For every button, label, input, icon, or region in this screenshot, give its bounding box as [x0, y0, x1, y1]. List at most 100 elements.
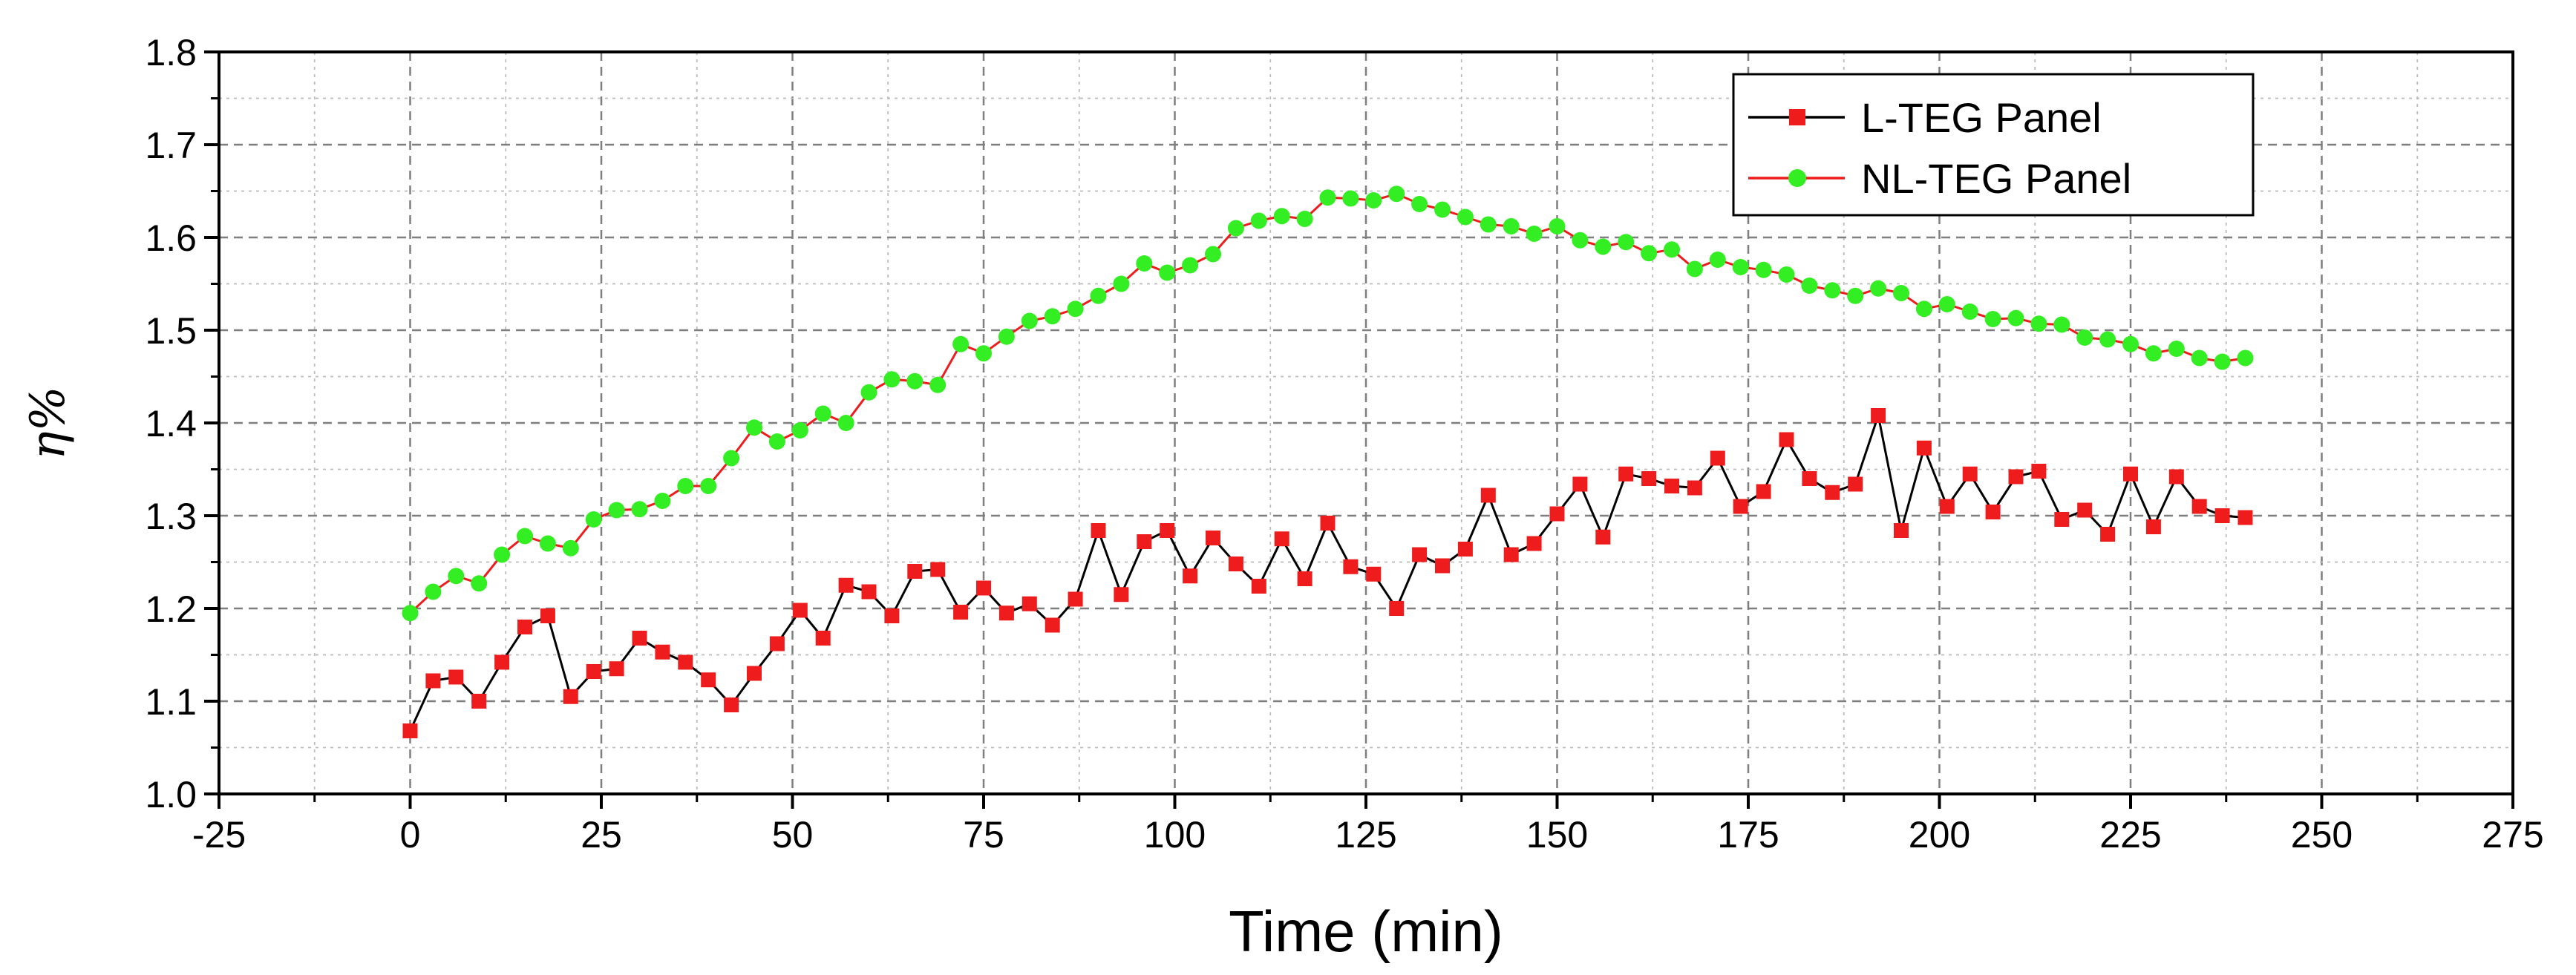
data-point-circle: [1457, 209, 1474, 226]
legend-label: L-TEG Panel: [1861, 94, 2102, 141]
data-point-square: [2077, 502, 2093, 518]
data-point-square: [2168, 469, 2184, 485]
legend-marker-square: [1789, 109, 1805, 125]
data-point-circle: [562, 539, 579, 557]
data-point-square: [907, 564, 923, 579]
y-tick-label: 1.0: [145, 774, 197, 815]
data-point-circle: [1938, 296, 1955, 312]
data-point-square: [402, 723, 418, 738]
data-point-square: [609, 661, 624, 677]
x-tick-label: 25: [581, 814, 622, 856]
data-point-circle: [1250, 212, 1267, 229]
data-point-circle: [1503, 218, 1520, 234]
x-tick-label: 0: [400, 814, 421, 856]
data-point-circle: [631, 501, 648, 518]
data-point-square: [1183, 568, 1198, 584]
data-point-square: [1228, 557, 1243, 571]
data-point-circle: [700, 478, 717, 494]
data-point-circle: [1067, 301, 1084, 318]
series-1: [402, 408, 2253, 738]
data-point-square: [1206, 531, 1220, 545]
data-point-square: [2123, 466, 2138, 482]
data-point-square: [1664, 479, 1679, 493]
data-point-circle: [1686, 260, 1703, 278]
data-point-circle: [1709, 252, 1726, 268]
legend-box: [1732, 73, 2255, 217]
data-point-square: [1779, 432, 1794, 447]
data-point-circle: [2191, 349, 2208, 367]
data-point-square: [953, 605, 969, 620]
x-tick-label: 50: [772, 814, 814, 856]
axis-ticks: -25 0 25 50 75 100 125 150 175 200 225 250 275 1.0 1.1…: [145, 32, 2543, 856]
data-point-circle: [1227, 220, 1244, 237]
data-point-circle: [1847, 287, 1864, 304]
data-point-square: [1320, 516, 1336, 531]
data-point-square: [1389, 601, 1405, 616]
series-2: [402, 186, 2254, 622]
data-point-square: [1297, 571, 1312, 586]
y-tick-label: 1.6: [145, 217, 197, 259]
data-point-square: [1871, 408, 1886, 423]
x-tick-label: 275: [2482, 814, 2543, 856]
data-point-circle: [1296, 211, 1313, 227]
data-point-circle: [1434, 201, 1451, 218]
x-tick-label: 75: [963, 814, 1004, 856]
data-point-circle: [906, 372, 923, 390]
data-point-circle: [1136, 255, 1153, 272]
data-point-square: [1825, 485, 1840, 500]
data-point-square: [769, 636, 785, 651]
x-tick-label: 200: [1909, 814, 1970, 856]
data-point-circle: [585, 511, 602, 528]
y-tick-label: 1.8: [145, 32, 197, 73]
data-point-circle: [814, 405, 831, 422]
data-point-circle: [539, 535, 556, 552]
data-point-circle: [677, 478, 694, 494]
series-layer: [402, 186, 2254, 738]
data-point-circle: [1044, 308, 1061, 325]
legend-label: NL-TEG Panel: [1861, 155, 2131, 202]
data-point-square: [1641, 471, 1657, 486]
data-point-circle: [1480, 216, 1497, 233]
data-point-square: [1939, 499, 1955, 514]
data-point-square: [861, 584, 877, 600]
data-point-circle: [1113, 275, 1130, 292]
data-point-circle: [1021, 312, 1038, 329]
data-point-square: [1091, 523, 1106, 538]
data-point-circle: [1641, 245, 1658, 262]
data-point-circle: [517, 528, 533, 545]
data-point-square: [747, 666, 762, 681]
data-point-circle: [1549, 218, 1566, 234]
y-tick-label: 1.2: [145, 588, 197, 630]
data-point-square: [632, 631, 647, 646]
data-point-circle: [1365, 192, 1382, 209]
data-point-circle: [1090, 287, 1107, 304]
data-point-square: [1137, 534, 1152, 549]
data-point-square: [517, 620, 532, 634]
data-point-circle: [1801, 278, 1818, 294]
data-point-circle: [837, 415, 854, 431]
data-point-circle: [608, 502, 625, 519]
data-point-circle: [654, 493, 671, 509]
data-point-circle: [1182, 257, 1199, 274]
data-point-square: [884, 608, 900, 623]
data-point-square: [1412, 547, 1428, 562]
data-point-circle: [975, 345, 992, 362]
grid: [219, 52, 2513, 794]
data-point-square: [838, 577, 854, 593]
data-point-square: [1435, 558, 1450, 574]
y-tick-label: 1.1: [145, 681, 197, 723]
data-point-circle: [1893, 285, 1909, 301]
data-point-square: [2054, 512, 2070, 527]
data-point-circle: [471, 575, 488, 592]
data-point-circle: [2053, 316, 2070, 333]
data-point-circle: [1526, 226, 1543, 242]
data-point-circle: [448, 568, 465, 585]
data-point-square: [2145, 519, 2161, 534]
x-tick-label: 225: [2099, 814, 2161, 856]
x-tick-label: -25: [192, 814, 246, 856]
data-point-square: [2191, 499, 2207, 514]
data-point-circle: [494, 546, 511, 563]
data-point-circle: [1411, 196, 1428, 212]
data-point-square: [1068, 591, 1083, 607]
